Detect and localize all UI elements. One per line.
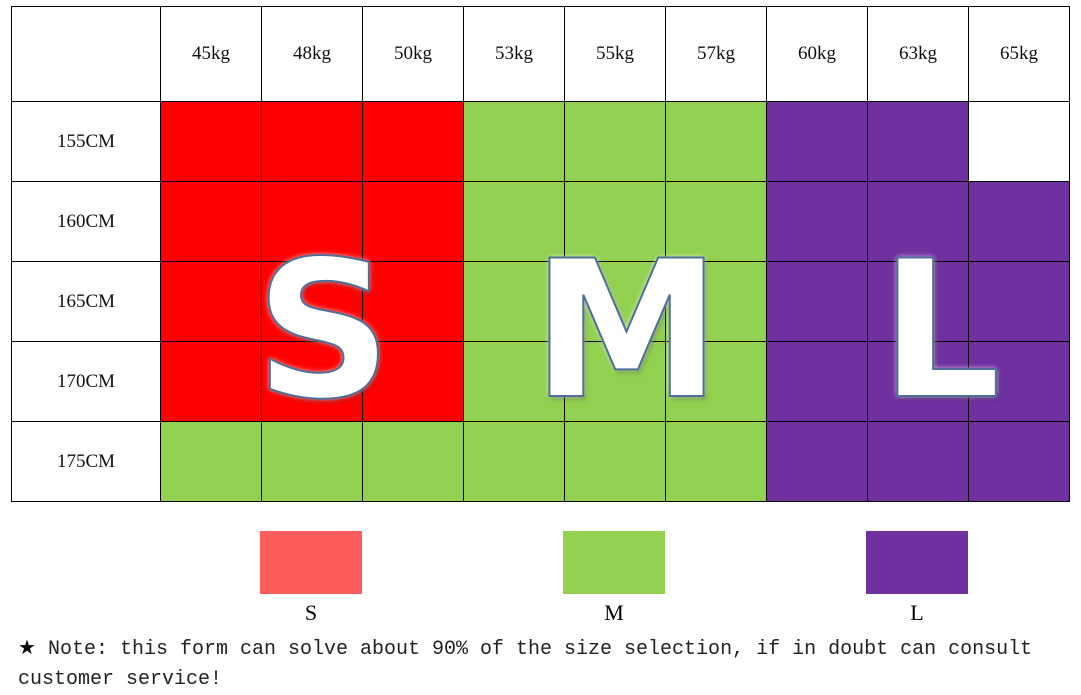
size-cell-l — [867, 341, 969, 422]
size-cell-m — [463, 421, 565, 502]
size-cell-l — [968, 261, 1070, 342]
size-cell-m — [564, 341, 666, 422]
size-cell-m — [665, 101, 767, 182]
size-cell-s — [160, 101, 262, 182]
note-text: Note: this form can solve about 90% of t… — [18, 638, 1033, 691]
note: ★ Note: this form can solve about 90% of… — [18, 632, 1068, 695]
size-cell-m — [463, 181, 565, 262]
size-cell-s — [362, 101, 464, 182]
overlay-letter-l: L — [879, 220, 1002, 441]
column-header: 48kg — [261, 6, 363, 102]
column-header: 63kg — [867, 6, 969, 102]
size-cell-m — [564, 421, 666, 502]
row-header: 175CM — [11, 421, 161, 502]
legend-swatch-s — [260, 531, 362, 594]
legend-label-s: S — [304, 600, 318, 625]
size-cell-s — [261, 181, 363, 262]
size-cell-l — [766, 421, 868, 502]
column-header: 55kg — [564, 6, 666, 102]
size-cell-l — [867, 421, 969, 502]
legend-swatch-l — [866, 531, 968, 594]
corner-cell — [11, 6, 161, 102]
size-cell-s — [160, 261, 262, 342]
size-cell-l — [766, 341, 868, 422]
size-cell-m — [463, 101, 565, 182]
size-cell-none — [968, 101, 1070, 182]
row-header: 155CM — [11, 101, 161, 182]
size-cell-l — [867, 181, 969, 262]
row-header: 165CM — [11, 261, 161, 342]
size-cell-m — [665, 181, 767, 262]
column-header: 65kg — [968, 6, 1070, 102]
size-cell-m — [564, 181, 666, 262]
size-cell-m — [362, 421, 464, 502]
size-cell-l — [968, 421, 1070, 502]
size-cell-m — [160, 421, 262, 502]
size-cell-m — [564, 101, 666, 182]
column-header: 60kg — [766, 6, 868, 102]
legend-label-m: M — [604, 600, 624, 625]
size-cell-s — [362, 181, 464, 262]
size-cell-l — [766, 101, 868, 182]
size-cell-s — [362, 261, 464, 342]
legend-swatch-m — [563, 531, 665, 594]
row-header: 170CM — [11, 341, 161, 422]
size-cell-m — [665, 341, 767, 422]
column-header: 53kg — [463, 6, 565, 102]
column-header: 57kg — [665, 6, 767, 102]
star-icon: ★ — [18, 635, 36, 659]
size-cell-m — [463, 261, 565, 342]
size-cell-s — [261, 101, 363, 182]
size-cell-s — [160, 181, 262, 262]
size-cell-m — [261, 421, 363, 502]
size-cell-l — [867, 101, 969, 182]
size-cell-m — [564, 261, 666, 342]
size-cell-s — [160, 341, 262, 422]
size-cell-s — [362, 341, 464, 422]
legend-label-l: L — [910, 600, 924, 625]
overlay-letter-s: S — [254, 220, 393, 441]
column-header: 45kg — [160, 6, 262, 102]
column-header: 50kg — [362, 6, 464, 102]
size-cell-l — [766, 181, 868, 262]
size-cell-l — [766, 261, 868, 342]
overlay-letter-m: M — [531, 220, 722, 441]
row-header: 160CM — [11, 181, 161, 262]
